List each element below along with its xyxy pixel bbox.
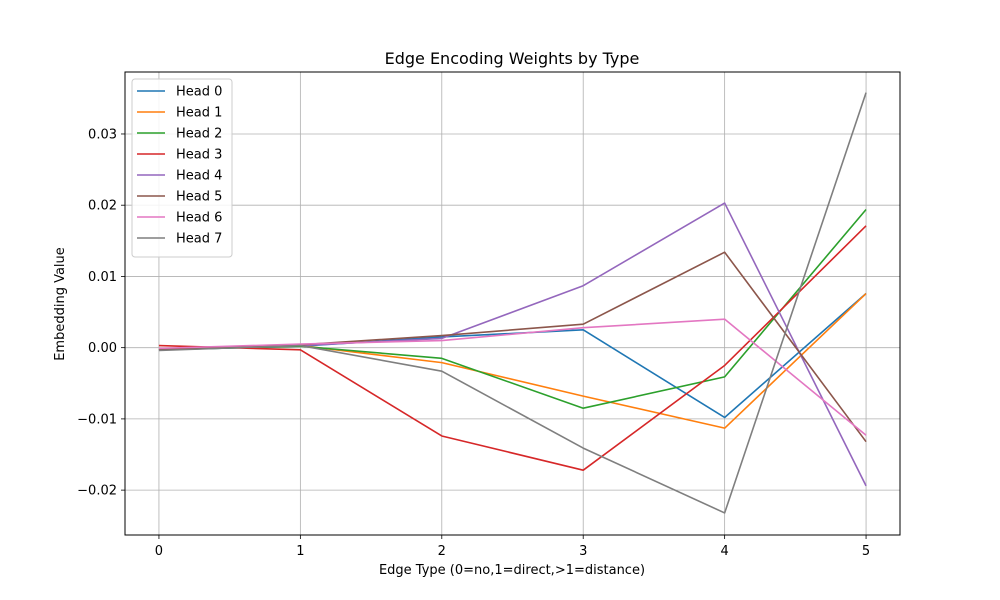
x-axis-label: Edge Type (0=no,1=direct,>1=distance) [379, 563, 645, 578]
legend-entry-label: Head 2 [176, 127, 222, 142]
y-tick-label: −0.01 [77, 412, 117, 427]
series-line-head-6 [158, 318, 867, 436]
plot-frame [124, 71, 901, 536]
legend-entry-label: Head 3 [176, 148, 222, 163]
legend-entry-label: Head 7 [176, 232, 222, 247]
x-tick-label: 2 [438, 544, 446, 559]
y-axis-label: Embedding Value [53, 247, 68, 361]
series-lines [158, 92, 867, 514]
x-tick-label: 0 [155, 544, 163, 559]
series-line-head-7 [158, 92, 867, 514]
y-tick-label: 0.00 [88, 341, 117, 356]
legend: Head 0 Head 1 Head 2 Head 3 Head 4 Head 5 Head… [131, 78, 233, 258]
y-tick-label: 0.01 [88, 270, 117, 285]
legend-entry-label: Head 1 [176, 106, 222, 121]
x-axis-ticks: 0 1 2 3 4 5 [155, 535, 870, 559]
series-line-head-3 [158, 225, 867, 471]
y-tick-label: 0.03 [88, 127, 117, 142]
y-axis-ticks: −0.02 −0.01 0.00 0.01 0.02 0.03 [77, 127, 125, 499]
legend-box [131, 78, 233, 258]
legend-entry-label: Head 5 [176, 190, 222, 205]
y-tick-label: −0.02 [77, 484, 117, 499]
chart-title: Edge Encoding Weights by Type [385, 49, 640, 68]
legend-entry-label: Head 6 [176, 211, 222, 226]
y-tick-label: 0.02 [88, 199, 117, 214]
x-tick-label: 1 [296, 544, 304, 559]
x-tick-label: 5 [862, 544, 870, 559]
x-tick-label: 4 [720, 544, 728, 559]
x-tick-label: 3 [579, 544, 587, 559]
legend-entry-label: Head 0 [176, 85, 222, 100]
legend-entry-label: Head 4 [176, 169, 222, 184]
